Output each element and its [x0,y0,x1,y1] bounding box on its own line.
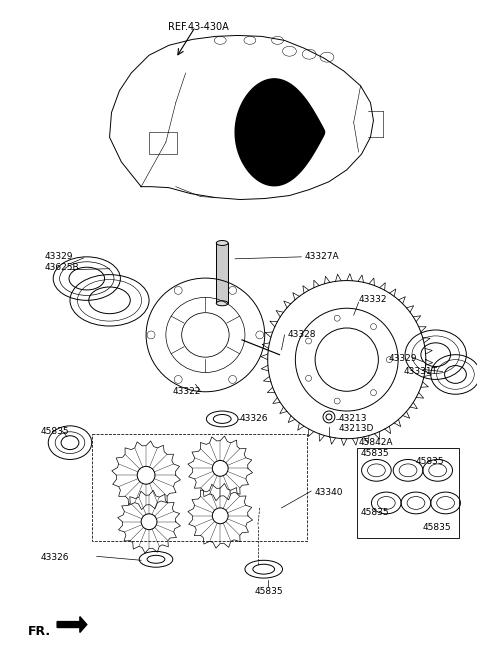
Text: 45835: 45835 [255,587,284,596]
Text: 43326: 43326 [40,553,69,562]
Text: 43625B: 43625B [44,263,79,272]
Polygon shape [57,617,87,633]
Text: 45835: 45835 [423,523,452,532]
Bar [149,132,177,154]
Text: 43213: 43213 [339,414,367,423]
Text: 43332: 43332 [359,296,387,304]
Text: 43328: 43328 [288,330,316,339]
Text: 43326: 43326 [240,414,268,423]
Bar [216,243,228,304]
Bar [92,434,307,541]
Text: 43327A: 43327A [304,252,339,261]
Text: 43329: 43329 [44,252,73,261]
Text: 45835: 45835 [416,457,444,466]
Polygon shape [235,79,324,186]
Text: FR.: FR. [27,625,50,637]
Text: 43213D: 43213D [339,424,374,433]
Text: 43340: 43340 [314,488,343,497]
Ellipse shape [216,240,228,246]
Text: 43322: 43322 [173,388,201,396]
Bar [357,447,459,537]
Text: 45835: 45835 [360,508,389,517]
Ellipse shape [216,301,228,306]
Text: 45835: 45835 [40,427,69,436]
Text: 45835: 45835 [360,449,389,457]
Text: REF.43-430A: REF.43-430A [168,22,228,32]
Text: 43331T: 43331T [403,367,437,376]
Text: 43329: 43329 [388,353,417,363]
Text: 45842A: 45842A [359,438,393,447]
